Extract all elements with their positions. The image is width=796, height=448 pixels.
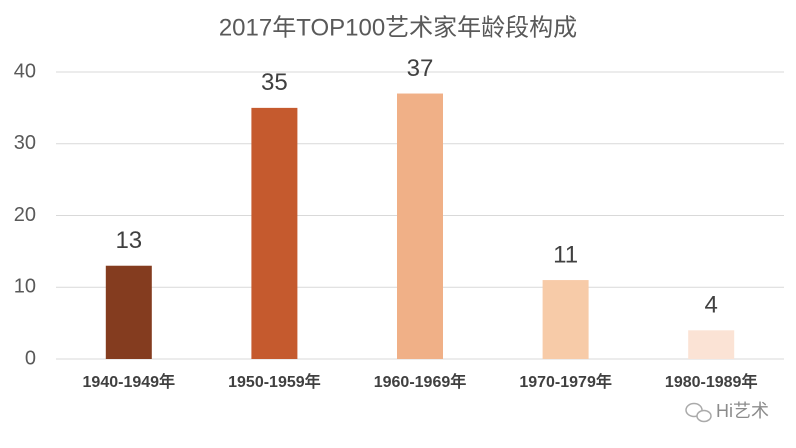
watermark-icon [696, 409, 712, 423]
data-label: 4 [705, 292, 718, 319]
data-label: 11 [553, 241, 578, 268]
watermark-text: Hi艺术 [716, 401, 769, 421]
x-tick-label: 1970-1979年 [519, 372, 612, 391]
y-tick-label: 40 [14, 60, 36, 82]
bar [397, 93, 443, 360]
bar [251, 107, 298, 359]
bar [105, 265, 152, 359]
x-tick-label: 1960-1969年 [374, 372, 467, 391]
y-tick-label: 30 [14, 132, 36, 154]
bar [542, 280, 589, 359]
data-label: 37 [407, 55, 434, 82]
y-tick-label: 10 [14, 276, 36, 298]
y-tick-label: 20 [14, 204, 36, 226]
data-label: 35 [261, 69, 288, 96]
bar [688, 330, 735, 359]
x-tick-label: 1940-1949年 [83, 372, 176, 391]
x-tick-label: 1950-1959年 [228, 372, 321, 391]
data-label: 13 [115, 227, 142, 254]
watermark: Hi艺术 [685, 401, 769, 423]
y-tick-label: 0 [25, 347, 36, 369]
chart-title: 2017年TOP100艺术家年龄段构成 [219, 14, 577, 41]
x-tick-label: 1980-1989年 [665, 372, 758, 391]
